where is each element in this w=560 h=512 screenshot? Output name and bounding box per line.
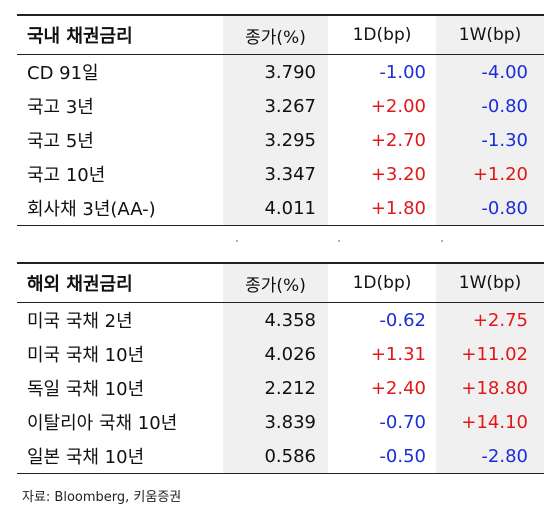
column-header-1d: 1D(bp) [352,273,412,293]
change-1d: +1.31 [370,343,426,365]
close-value: 3.267 [223,89,328,123]
change-1d: -0.50 [379,445,426,467]
table-row: 일본 국채 10년 0.586 -0.50 -2.80 [17,439,544,474]
change-1d: +1.80 [370,197,426,219]
table-row: 이탈리아 국채 10년 3.839 -0.70 +14.10 [17,405,544,439]
domestic-bond-rates-table: 국내 채권금리 종가(%) 1D(bp) 1W(bp) CD 91일 3.790… [17,14,544,226]
close-value: 4.026 [223,337,328,371]
table-row: 국고 5년 3.295 +2.70 -1.30 [17,123,544,157]
change-1d: +2.00 [370,95,426,117]
table-row: 독일 국채 10년 2.212 +2.40 +18.80 [17,371,544,405]
overseas-bond-rates-table: 해외 채권금리 종가(%) 1D(bp) 1W(bp) 미국 국채 2년 4.3… [17,262,544,474]
table-row: 회사채 3년(AA-) 4.011 +1.80 -0.80 [17,191,544,226]
table-row: 미국 국채 2년 4.358 -0.62 +2.75 [17,303,544,337]
column-header-1d: 1D(bp) [352,25,412,45]
separator-dots [236,240,443,242]
change-1d: +2.70 [370,129,426,151]
change-1d: -1.00 [379,61,426,83]
table-title: 해외 채권금리 [27,274,133,295]
table-row: 국고 10년 3.347 +3.20 +1.20 [17,157,544,191]
change-1w: +11.02 [436,337,544,371]
row-label: 이탈리아 국채 10년 [27,413,178,434]
close-value: 3.839 [223,405,328,439]
table-row: 미국 국채 10년 4.026 +1.31 +11.02 [17,337,544,371]
close-value: 4.358 [223,303,328,337]
change-1w: -1.30 [436,123,544,157]
table-header: 해외 채권금리 종가(%) 1D(bp) 1W(bp) [17,262,544,303]
change-1w: -0.80 [436,191,544,225]
table-title: 국내 채권금리 [27,26,133,47]
table-row: CD 91일 3.790 -1.00 -4.00 [17,55,544,89]
row-label: 국고 10년 [27,165,106,186]
change-1d: +2.40 [370,377,426,399]
column-header-1w: 1W(bp) [436,16,544,54]
row-label: 미국 국채 2년 [27,311,133,332]
close-value: 3.790 [223,55,328,89]
change-1w: -2.80 [436,439,544,473]
close-value: 2.212 [223,371,328,405]
source-note: 자료: Bloomberg, 키움증권 [22,490,182,505]
change-1w: +14.10 [436,405,544,439]
table-row: 국고 3년 3.267 +2.00 -0.80 [17,89,544,123]
close-value: 3.295 [223,123,328,157]
change-1d: +3.20 [370,163,426,185]
change-1w: +1.20 [436,157,544,191]
row-label: 회사채 3년(AA-) [27,199,156,220]
change-1w: +18.80 [436,371,544,405]
change-1w: +2.75 [436,303,544,337]
row-label: CD 91일 [27,63,99,84]
row-label: 국고 5년 [27,131,94,152]
table-header: 국내 채권금리 종가(%) 1D(bp) 1W(bp) [17,14,544,55]
close-value: 0.586 [223,439,328,473]
change-1d: -0.62 [379,309,426,331]
change-1d: -0.70 [379,411,426,433]
close-value: 4.011 [223,191,328,225]
column-header-close: 종가(%) [223,264,328,302]
column-header-close: 종가(%) [223,16,328,54]
close-value: 3.347 [223,157,328,191]
row-label: 독일 국채 10년 [27,379,145,400]
row-label: 미국 국채 10년 [27,345,145,366]
row-label: 일본 국채 10년 [27,447,145,468]
change-1w: -0.80 [436,89,544,123]
column-header-1w: 1W(bp) [436,264,544,302]
row-label: 국고 3년 [27,97,94,118]
change-1w: -4.00 [436,55,544,89]
